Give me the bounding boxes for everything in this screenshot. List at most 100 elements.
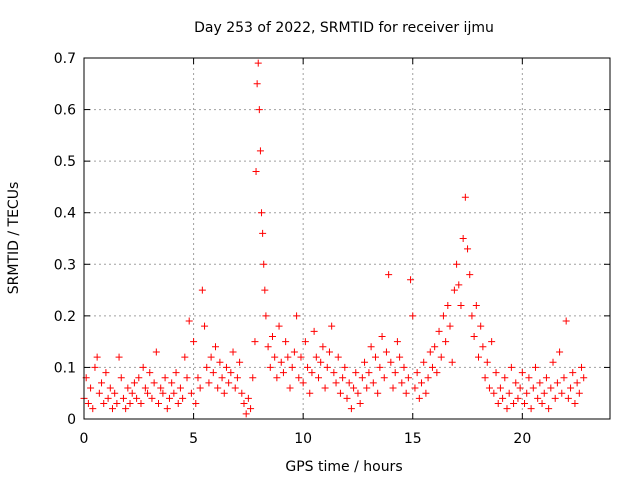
data-point xyxy=(218,374,226,382)
data-point xyxy=(505,389,513,397)
data-point xyxy=(249,374,257,382)
data-point xyxy=(89,405,97,413)
data-point xyxy=(137,400,145,408)
data-point xyxy=(529,384,537,392)
data-point xyxy=(244,394,252,402)
data-point xyxy=(225,379,233,387)
y-tick-label: 0.4 xyxy=(54,206,76,222)
data-point xyxy=(227,369,235,377)
data-point xyxy=(284,353,292,361)
y-tick-label: 0.7 xyxy=(54,51,76,67)
data-point xyxy=(260,260,268,268)
data-point xyxy=(450,286,458,294)
data-point xyxy=(168,379,176,387)
data-point xyxy=(255,106,263,114)
data-point xyxy=(325,348,333,356)
data-point xyxy=(437,353,445,361)
data-point xyxy=(104,394,112,402)
data-point xyxy=(420,358,428,366)
data-point xyxy=(282,338,290,346)
data-point xyxy=(183,374,191,382)
data-point xyxy=(435,327,443,335)
data-point xyxy=(273,374,281,382)
data-point xyxy=(536,379,544,387)
data-point xyxy=(542,374,550,382)
data-point xyxy=(549,358,557,366)
data-point xyxy=(545,405,553,413)
data-point xyxy=(356,400,364,408)
data-point xyxy=(374,389,382,397)
data-point xyxy=(148,394,156,402)
x-tick-label: 5 xyxy=(189,431,198,447)
data-point xyxy=(534,394,542,402)
data-point xyxy=(575,389,583,397)
data-point xyxy=(433,369,441,377)
data-point xyxy=(317,358,325,366)
data-point xyxy=(485,384,493,392)
data-point xyxy=(483,358,491,366)
data-point xyxy=(251,338,259,346)
data-point xyxy=(203,363,211,371)
data-point xyxy=(363,384,371,392)
x-axis-label: GPS time / hours xyxy=(285,459,402,475)
data-point xyxy=(279,369,287,377)
data-point xyxy=(261,286,269,294)
data-point xyxy=(516,384,524,392)
data-point xyxy=(527,405,535,413)
data-point xyxy=(220,389,228,397)
data-point xyxy=(468,312,476,320)
data-point xyxy=(547,384,555,392)
data-point xyxy=(207,353,215,361)
data-point xyxy=(564,394,572,402)
data-point xyxy=(387,358,395,366)
data-point xyxy=(361,358,369,366)
data-point xyxy=(336,389,344,397)
data-point xyxy=(578,363,586,371)
data-point xyxy=(308,369,316,377)
data-point xyxy=(343,394,351,402)
data-point xyxy=(181,353,189,361)
y-tick-label: 0.3 xyxy=(54,257,76,273)
data-point xyxy=(453,260,461,268)
data-point xyxy=(192,400,200,408)
data-point xyxy=(345,379,353,387)
y-tick-label: 0.1 xyxy=(54,360,76,376)
data-point xyxy=(464,245,472,253)
data-point xyxy=(254,59,262,67)
data-point xyxy=(424,374,432,382)
data-point xyxy=(315,374,323,382)
data-point xyxy=(161,374,169,382)
x-tick-label: 0 xyxy=(80,431,89,447)
data-point xyxy=(236,358,244,366)
data-point xyxy=(152,348,160,356)
data-point xyxy=(461,193,469,201)
data-point xyxy=(319,343,327,351)
data-point xyxy=(523,389,531,397)
data-point xyxy=(297,353,305,361)
y-axis-label: SRMTID / TECUs xyxy=(6,182,22,295)
data-point xyxy=(133,394,141,402)
data-point xyxy=(514,394,522,402)
data-point xyxy=(205,379,213,387)
data-point xyxy=(288,363,296,371)
data-point xyxy=(415,394,423,402)
data-point xyxy=(475,353,482,361)
data-point xyxy=(376,363,384,371)
data-point xyxy=(117,374,125,382)
data-point xyxy=(459,235,467,242)
data-point xyxy=(252,167,260,175)
data-point xyxy=(163,405,171,413)
chart-title: Day 253 of 2022, SRMTID for receiver ijm… xyxy=(194,20,494,36)
data-point xyxy=(222,363,230,371)
data-point xyxy=(190,338,198,346)
data-point xyxy=(332,379,340,387)
data-point xyxy=(271,353,279,361)
data-point xyxy=(323,363,331,371)
data-point xyxy=(444,302,452,310)
data-point xyxy=(301,338,309,346)
data-point xyxy=(466,271,474,279)
x-tick-label: 20 xyxy=(513,431,531,447)
data-point xyxy=(418,379,426,387)
data-point xyxy=(341,363,349,371)
data-point xyxy=(165,394,173,402)
